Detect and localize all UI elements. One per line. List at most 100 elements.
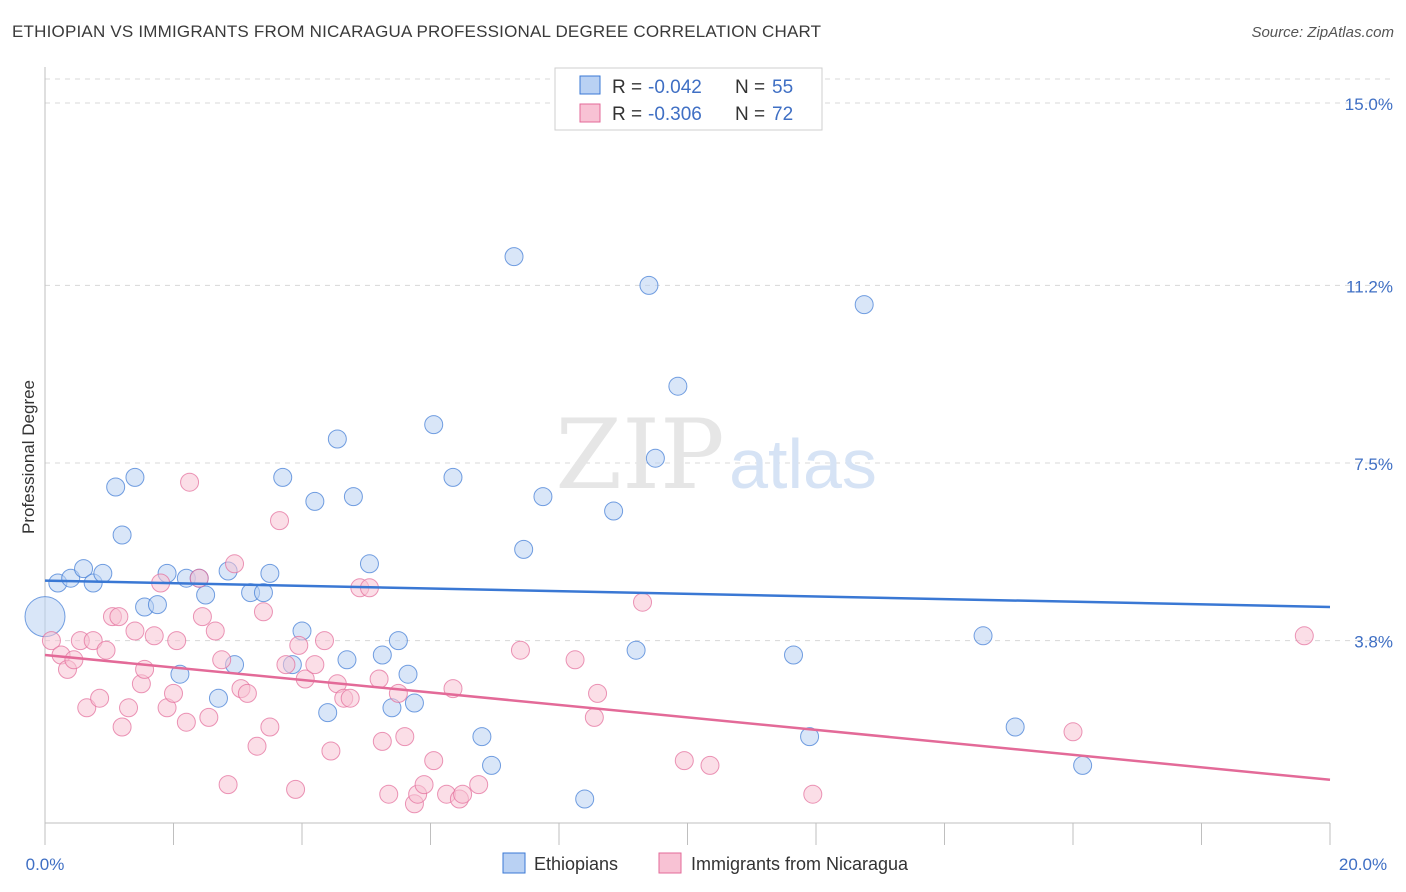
nicaragua-point: [247, 736, 267, 756]
ethiopians-point: [604, 501, 624, 521]
legend-r-label-2: R =: [612, 104, 642, 125]
nicaragua-point: [305, 655, 325, 675]
nicaragua-trend-line: [44, 653, 1331, 782]
ethiopians-point: [398, 664, 418, 684]
nicaragua-point: [167, 631, 187, 651]
x-tick-label-min: 0.0%: [26, 855, 65, 874]
ethiopians-point: [74, 559, 94, 579]
ethiopians-point: [482, 755, 502, 775]
nicaragua-point: [388, 683, 408, 703]
nicaragua-point: [700, 755, 720, 775]
ethiopians-point: [147, 595, 167, 615]
ethiopians-point: [24, 596, 66, 638]
nicaragua-point: [41, 631, 61, 651]
axis-layer: 3.8% 7.5% 11.2% 15.0% 0.0% 20.0%: [26, 67, 1393, 874]
legend-n-value-2: 72: [772, 104, 793, 125]
ethiopians-point: [318, 703, 338, 723]
ethiopians-point: [404, 693, 424, 713]
nicaragua-point: [372, 731, 392, 751]
ethiopians-point: [424, 415, 444, 435]
grid-layer: [45, 78, 1392, 642]
nicaragua-point: [469, 775, 489, 795]
ethiopians-point: [668, 376, 688, 396]
ethiopians-point: [533, 487, 553, 507]
nicaragua-point: [565, 650, 585, 670]
nicaragua-point: [225, 554, 245, 574]
ethiopians-point: [973, 626, 993, 646]
watermark: ZIP atlas: [555, 399, 877, 511]
nicaragua-point: [64, 650, 84, 670]
ethiopians-point: [260, 563, 280, 583]
nicaragua-point: [112, 717, 132, 737]
top-legend: R = -0.042 N = 55 R = -0.306 N = 72: [554, 67, 823, 131]
watermark-atlas: atlas: [729, 425, 877, 503]
nicaragua-point: [192, 607, 212, 627]
nicaragua-point: [77, 698, 97, 718]
ethiopians-point: [784, 645, 804, 665]
nicaragua-point: [205, 621, 225, 641]
nicaragua-point: [218, 775, 238, 795]
y-axis-title: Professional Degree: [19, 380, 38, 534]
nicaragua-point: [260, 717, 280, 737]
legend-n-value-1: 55: [772, 77, 793, 98]
ethiopians-point: [359, 554, 379, 574]
ethiopians-point: [1073, 755, 1093, 775]
nicaragua-point: [633, 592, 653, 612]
chart-title: ETHIOPIAN VS IMMIGRANTS FROM NICARAGUA P…: [12, 22, 822, 41]
ethiopians-point: [854, 295, 874, 315]
ethiopians-point: [575, 789, 595, 809]
nicaragua-point: [340, 688, 360, 708]
nicaragua-point: [199, 707, 219, 727]
nicaragua-point: [453, 784, 473, 804]
nicaragua-point: [510, 640, 530, 660]
y-tick-label: 11.2%: [1346, 277, 1393, 296]
points-layer: [24, 247, 1314, 814]
nicaragua-point: [286, 779, 306, 799]
nicaragua-point: [674, 751, 694, 771]
legend-n-label-2: N =: [735, 104, 765, 125]
legend-n-label-1: N =: [735, 77, 765, 98]
nicaragua-point: [125, 621, 145, 641]
ethiopians-point: [196, 585, 216, 605]
nicaragua-point: [270, 511, 290, 531]
ethiopians-point: [514, 539, 534, 559]
bottom-legend-nicaragua: Immigrants from Nicaragua: [691, 854, 909, 874]
nicaragua-point: [90, 688, 110, 708]
trend-layer: [44, 579, 1331, 782]
nicaragua-point: [1294, 626, 1314, 646]
bottom-legend-swatch-ethiopians: [502, 852, 526, 874]
legend-swatch-pink: [579, 103, 601, 123]
nicaragua-point: [321, 741, 341, 761]
x-tick-label-max: 20.0%: [1339, 855, 1387, 874]
ethiopians-point: [337, 650, 357, 670]
nicaragua-point: [212, 650, 232, 670]
nicaragua-point: [144, 626, 164, 646]
nicaragua-point: [369, 669, 389, 689]
nicaragua-point: [237, 683, 257, 703]
nicaragua-point: [424, 751, 444, 771]
legend-r-label-1: R =: [612, 77, 642, 98]
ethiopians-point: [372, 645, 392, 665]
y-tick-label: 15.0%: [1345, 95, 1393, 114]
ethiopians-point: [504, 247, 524, 267]
watermark-zip: ZIP: [555, 399, 724, 511]
ethiopians-point: [472, 727, 492, 747]
nicaragua-point: [83, 631, 103, 651]
ethiopians-point: [93, 563, 113, 583]
nicaragua-point: [588, 683, 608, 703]
ethiopians-point: [327, 429, 347, 449]
ethiopians-point: [208, 688, 228, 708]
ethiopians-point: [626, 640, 646, 660]
ethiopians-point: [1005, 717, 1025, 737]
ethiopians-point: [305, 491, 325, 511]
ethiopians-point: [343, 487, 363, 507]
chart-source: Source: ZipAtlas.com: [1251, 24, 1394, 41]
nicaragua-point: [584, 707, 604, 727]
nicaragua-point: [96, 640, 116, 660]
nicaragua-point: [379, 784, 399, 804]
bottom-legend-ethiopians: Ethiopians: [534, 854, 618, 874]
y-tick-label: 7.5%: [1354, 455, 1393, 474]
nicaragua-point: [395, 727, 415, 747]
bottom-legend: Ethiopians Immigrants from Nicaragua: [502, 852, 909, 874]
